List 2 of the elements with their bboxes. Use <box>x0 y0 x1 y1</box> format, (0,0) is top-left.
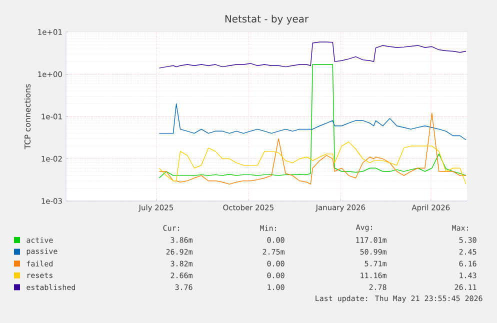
chart-title: Netstat - by year <box>225 14 309 25</box>
line-series <box>158 42 466 68</box>
